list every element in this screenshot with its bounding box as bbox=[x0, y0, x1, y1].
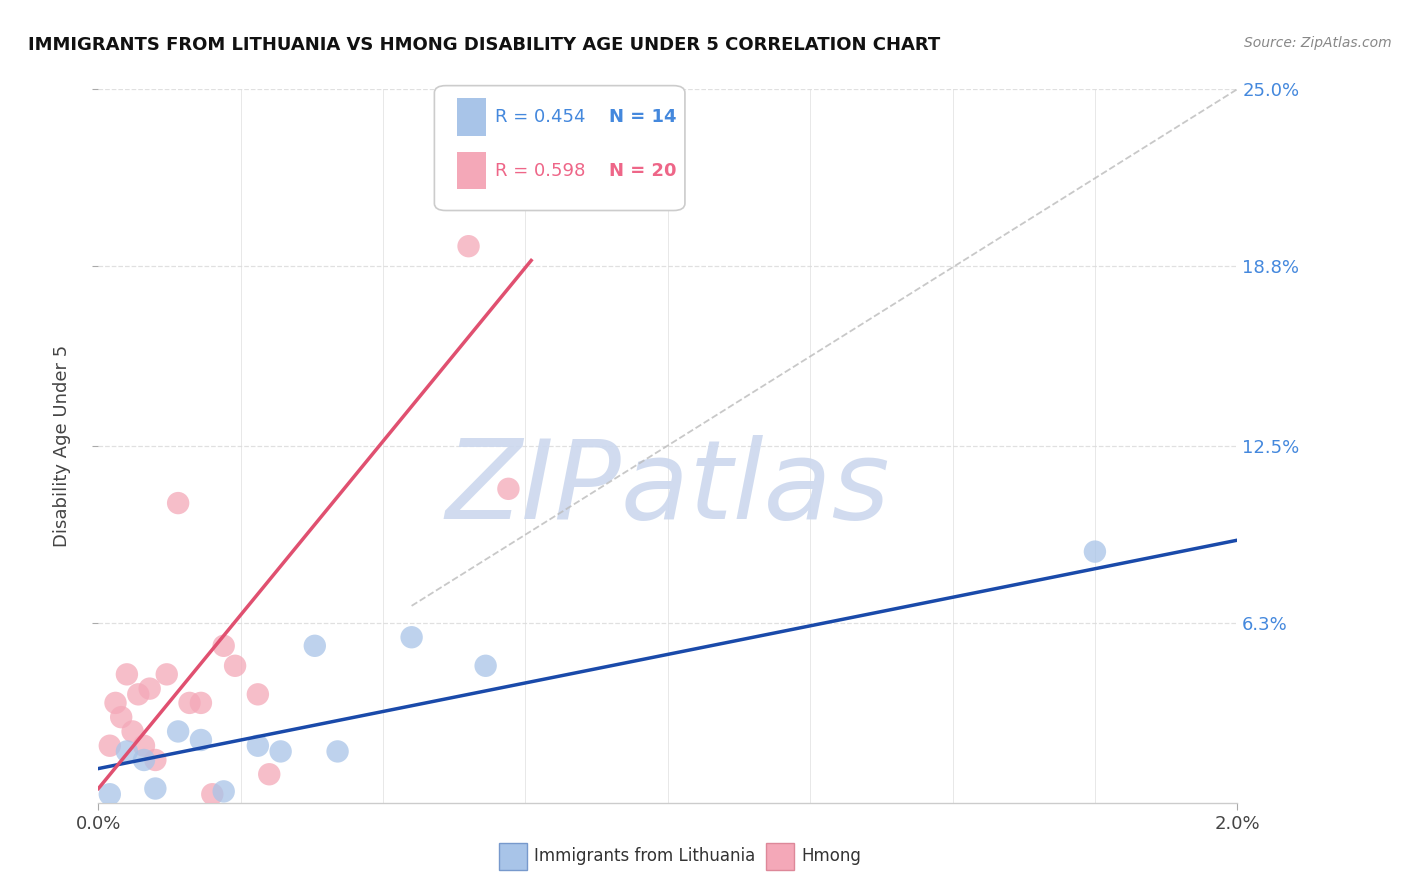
Text: N = 14: N = 14 bbox=[609, 108, 676, 126]
Y-axis label: Disability Age Under 5: Disability Age Under 5 bbox=[53, 345, 72, 547]
Point bbox=[127, 687, 149, 701]
Point bbox=[246, 687, 269, 701]
Point bbox=[132, 739, 155, 753]
Text: ZIPatlas: ZIPatlas bbox=[446, 435, 890, 542]
Point bbox=[190, 696, 212, 710]
Point bbox=[115, 667, 138, 681]
Point bbox=[326, 744, 349, 758]
Point bbox=[98, 787, 121, 801]
Point bbox=[121, 724, 143, 739]
Point bbox=[304, 639, 326, 653]
FancyBboxPatch shape bbox=[457, 152, 485, 189]
Point bbox=[132, 753, 155, 767]
Point bbox=[212, 639, 235, 653]
Point bbox=[212, 784, 235, 798]
Text: Immigrants from Lithuania: Immigrants from Lithuania bbox=[534, 847, 755, 865]
Text: IMMIGRANTS FROM LITHUANIA VS HMONG DISABILITY AGE UNDER 5 CORRELATION CHART: IMMIGRANTS FROM LITHUANIA VS HMONG DISAB… bbox=[28, 36, 941, 54]
Point bbox=[110, 710, 132, 724]
Text: R = 0.598: R = 0.598 bbox=[495, 161, 585, 179]
Point bbox=[156, 667, 179, 681]
FancyBboxPatch shape bbox=[434, 86, 685, 211]
Text: R = 0.454: R = 0.454 bbox=[495, 108, 585, 126]
Point bbox=[201, 787, 224, 801]
Point bbox=[179, 696, 201, 710]
Point bbox=[190, 733, 212, 747]
Point bbox=[259, 767, 281, 781]
Point bbox=[1084, 544, 1107, 558]
Point bbox=[145, 753, 167, 767]
Point bbox=[115, 744, 138, 758]
FancyBboxPatch shape bbox=[457, 98, 485, 136]
Point bbox=[145, 781, 167, 796]
Text: Source: ZipAtlas.com: Source: ZipAtlas.com bbox=[1244, 36, 1392, 50]
Point bbox=[104, 696, 127, 710]
Point bbox=[246, 739, 269, 753]
Point bbox=[167, 724, 190, 739]
Point bbox=[457, 239, 479, 253]
Point bbox=[138, 681, 160, 696]
Point bbox=[98, 739, 121, 753]
Point bbox=[401, 630, 423, 644]
Point bbox=[167, 496, 190, 510]
Point bbox=[474, 658, 496, 673]
Point bbox=[224, 658, 246, 673]
Text: N = 20: N = 20 bbox=[609, 161, 676, 179]
Point bbox=[498, 482, 520, 496]
Text: Hmong: Hmong bbox=[801, 847, 862, 865]
Point bbox=[270, 744, 292, 758]
